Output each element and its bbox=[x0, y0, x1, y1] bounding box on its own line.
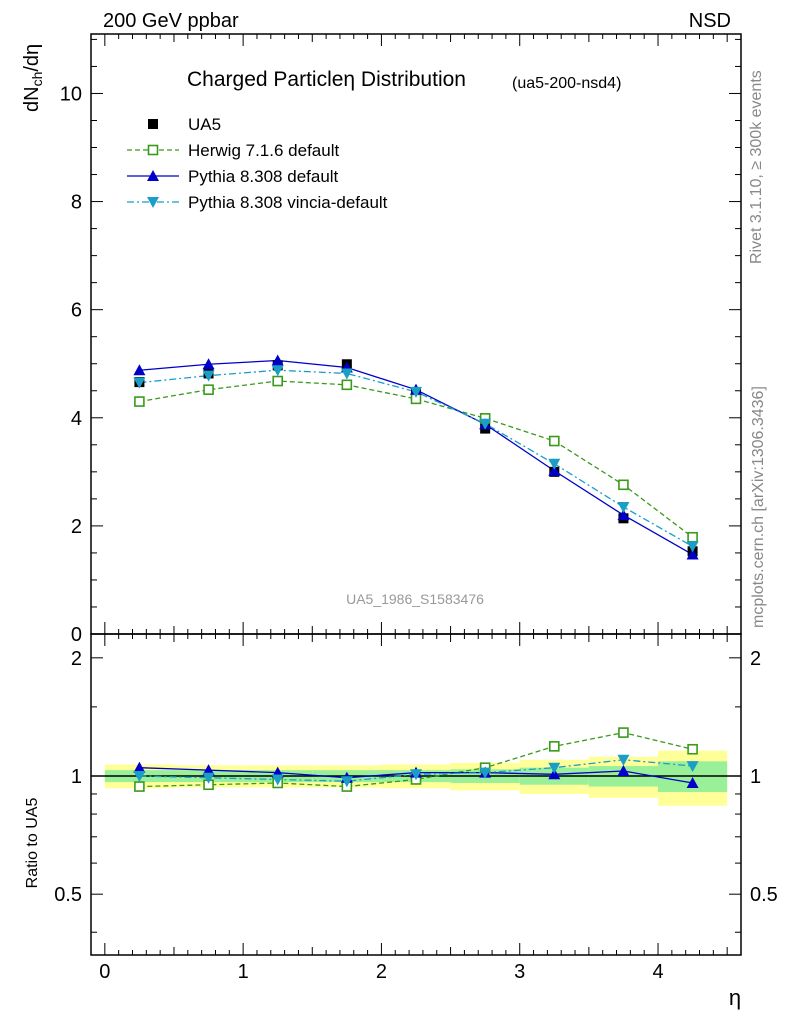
point-vincia bbox=[617, 501, 630, 513]
legend: UA5 Herwig 7.1.6 default Pythia 8.308 defa… bbox=[127, 115, 388, 212]
point-herwig bbox=[341, 379, 353, 391]
x-tick-label: 2 bbox=[376, 961, 387, 983]
ratio-point-herwig bbox=[618, 727, 629, 738]
x-tick-label: 0 bbox=[99, 961, 110, 983]
point-pythia bbox=[617, 509, 630, 521]
main-y-tick-label: 0 bbox=[71, 624, 82, 646]
series-line-vincia bbox=[139, 369, 693, 547]
header-right: NSD bbox=[689, 10, 731, 32]
ratio-point-vincia bbox=[686, 761, 699, 773]
legend-marker-vincia bbox=[147, 197, 159, 208]
ratio-panel-frame bbox=[90, 633, 742, 956]
x-tick-label: 4 bbox=[652, 961, 663, 983]
ratio-point-pythia bbox=[202, 764, 215, 776]
ratio-point-vincia bbox=[271, 774, 284, 786]
legend-marker-pythia bbox=[147, 170, 159, 181]
plot-subtitle: (ua5-200-nsd4) bbox=[512, 75, 621, 92]
main-y-tick-label: 2 bbox=[71, 516, 82, 538]
ratio-point-vincia bbox=[479, 767, 492, 779]
legend-label-ua5: UA5 bbox=[188, 115, 221, 134]
ratio-point-vincia bbox=[340, 776, 353, 788]
point-pythia bbox=[202, 358, 215, 370]
ratio-point-herwig bbox=[548, 741, 560, 752]
ratio-y-tick-label: 0.5 bbox=[54, 884, 82, 906]
header-left: 200 GeV ppbar bbox=[103, 10, 239, 32]
point-herwig bbox=[687, 531, 698, 543]
point-pythia bbox=[271, 354, 284, 366]
analysis-watermark: UA5_1986_S1583476 bbox=[346, 591, 484, 607]
x-tick-label: 3 bbox=[514, 961, 525, 983]
main-y-axis-label: dNch/dη bbox=[21, 44, 45, 112]
ratio-point-vincia bbox=[410, 769, 422, 781]
legend-marker-herwig bbox=[147, 144, 159, 156]
ratio-y-tick-label: 1 bbox=[71, 766, 82, 788]
main-y-tick-label: 6 bbox=[71, 300, 82, 322]
ratio-point-pythia bbox=[548, 768, 561, 780]
ratio-point-vincia bbox=[548, 762, 561, 774]
point-vincia bbox=[202, 370, 215, 382]
ratio-y-tick-label-right: 0.5 bbox=[750, 884, 778, 906]
ratio-y-tick-label-right: 1 bbox=[750, 766, 761, 788]
point-pythia bbox=[133, 364, 146, 376]
ratio-point-herwig bbox=[134, 781, 145, 792]
legend-entry-ua5: UA5 bbox=[148, 115, 221, 134]
ratio-point-vincia bbox=[617, 754, 630, 766]
legend-marker-ua5 bbox=[148, 119, 158, 129]
legend-entry-pythia: Pythia 8.308 default bbox=[127, 167, 339, 186]
legend-entry-herwig: Herwig 7.1.6 default bbox=[127, 141, 339, 160]
point-vincia bbox=[340, 368, 353, 380]
point-vincia bbox=[133, 377, 146, 389]
point-herwig bbox=[548, 435, 560, 447]
legend-label-herwig: Herwig 7.1.6 default bbox=[188, 141, 339, 160]
point-pythia bbox=[686, 548, 699, 560]
main-y-tick-label: 4 bbox=[71, 408, 82, 430]
point-vincia bbox=[479, 418, 492, 430]
point-vincia bbox=[548, 458, 561, 470]
point-vincia bbox=[410, 386, 422, 398]
ratio-point-herwig bbox=[687, 743, 698, 755]
x-axis-label: η bbox=[729, 985, 741, 1010]
ratio-point-vincia bbox=[202, 772, 215, 784]
x-tick-label: 1 bbox=[238, 961, 249, 983]
ratio-y-axis-label: Ratio to UA5 bbox=[24, 798, 41, 889]
data-markers bbox=[133, 354, 699, 792]
ratio-point-pythia bbox=[617, 764, 630, 776]
ratio-point-pythia bbox=[133, 761, 146, 773]
ratio-line-vincia bbox=[139, 759, 693, 782]
main-y-tick-label: 8 bbox=[71, 192, 82, 214]
ratio-point-vincia bbox=[133, 771, 146, 783]
ratio-line-herwig bbox=[139, 731, 693, 788]
ratio-y-tick-label-right: 2 bbox=[750, 648, 761, 670]
axis-ticks bbox=[91, 34, 741, 955]
point-herwig bbox=[272, 375, 284, 387]
legend-entry-vincia: Pythia 8.308 vincia-default bbox=[127, 193, 388, 212]
point-pythia bbox=[548, 464, 561, 476]
side-label-rivet: Rivet 3.1.10, ≥ 300k events bbox=[748, 70, 765, 264]
point-herwig bbox=[134, 396, 145, 407]
ratio-point-pythia bbox=[686, 776, 699, 788]
series-lines bbox=[139, 359, 693, 788]
legend-label-vincia: Pythia 8.308 vincia-default bbox=[188, 193, 388, 212]
point-vincia bbox=[686, 541, 699, 553]
main-y-tick-label: 10 bbox=[60, 83, 82, 105]
legend-label-pythia: Pythia 8.308 default bbox=[188, 167, 339, 186]
series-line-herwig bbox=[139, 380, 693, 538]
point-vincia bbox=[271, 365, 284, 377]
side-label-mcplots: mcplots.cern.ch [arXiv:1306.3436] bbox=[750, 386, 767, 628]
ratio-y-tick-label: 2 bbox=[71, 648, 82, 670]
point-herwig bbox=[203, 384, 214, 395]
plot-title: Charged Particleη Distribution bbox=[187, 68, 466, 91]
point-herwig bbox=[618, 479, 629, 491]
